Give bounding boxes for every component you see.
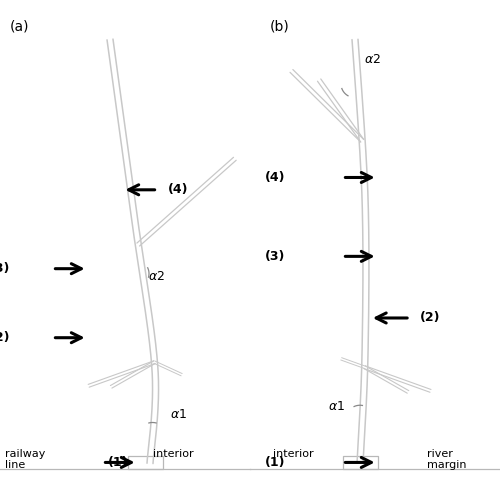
Text: $\alpha$1: $\alpha$1 (170, 408, 187, 421)
Text: interior: interior (152, 449, 193, 458)
Text: (1): (1) (264, 456, 285, 469)
Text: interior: interior (272, 449, 313, 458)
Text: river
margin: river margin (428, 449, 467, 470)
Bar (128, 456, 162, 469)
Text: $\alpha$1: $\alpha$1 (328, 400, 344, 413)
Text: (2): (2) (420, 312, 440, 324)
Text: (3): (3) (0, 262, 10, 275)
Text: (1): (1) (108, 456, 128, 469)
Text: $\alpha$2: $\alpha$2 (148, 270, 164, 282)
Text: (3): (3) (264, 250, 285, 263)
Text: railway
line: railway line (5, 449, 46, 470)
Text: $\alpha$2: $\alpha$2 (364, 53, 381, 66)
Text: (4): (4) (264, 171, 285, 184)
Text: (a): (a) (10, 20, 29, 34)
Text: (2): (2) (0, 331, 10, 344)
Text: (4): (4) (168, 183, 188, 196)
Text: (b): (b) (270, 20, 290, 34)
Bar (342, 456, 378, 469)
